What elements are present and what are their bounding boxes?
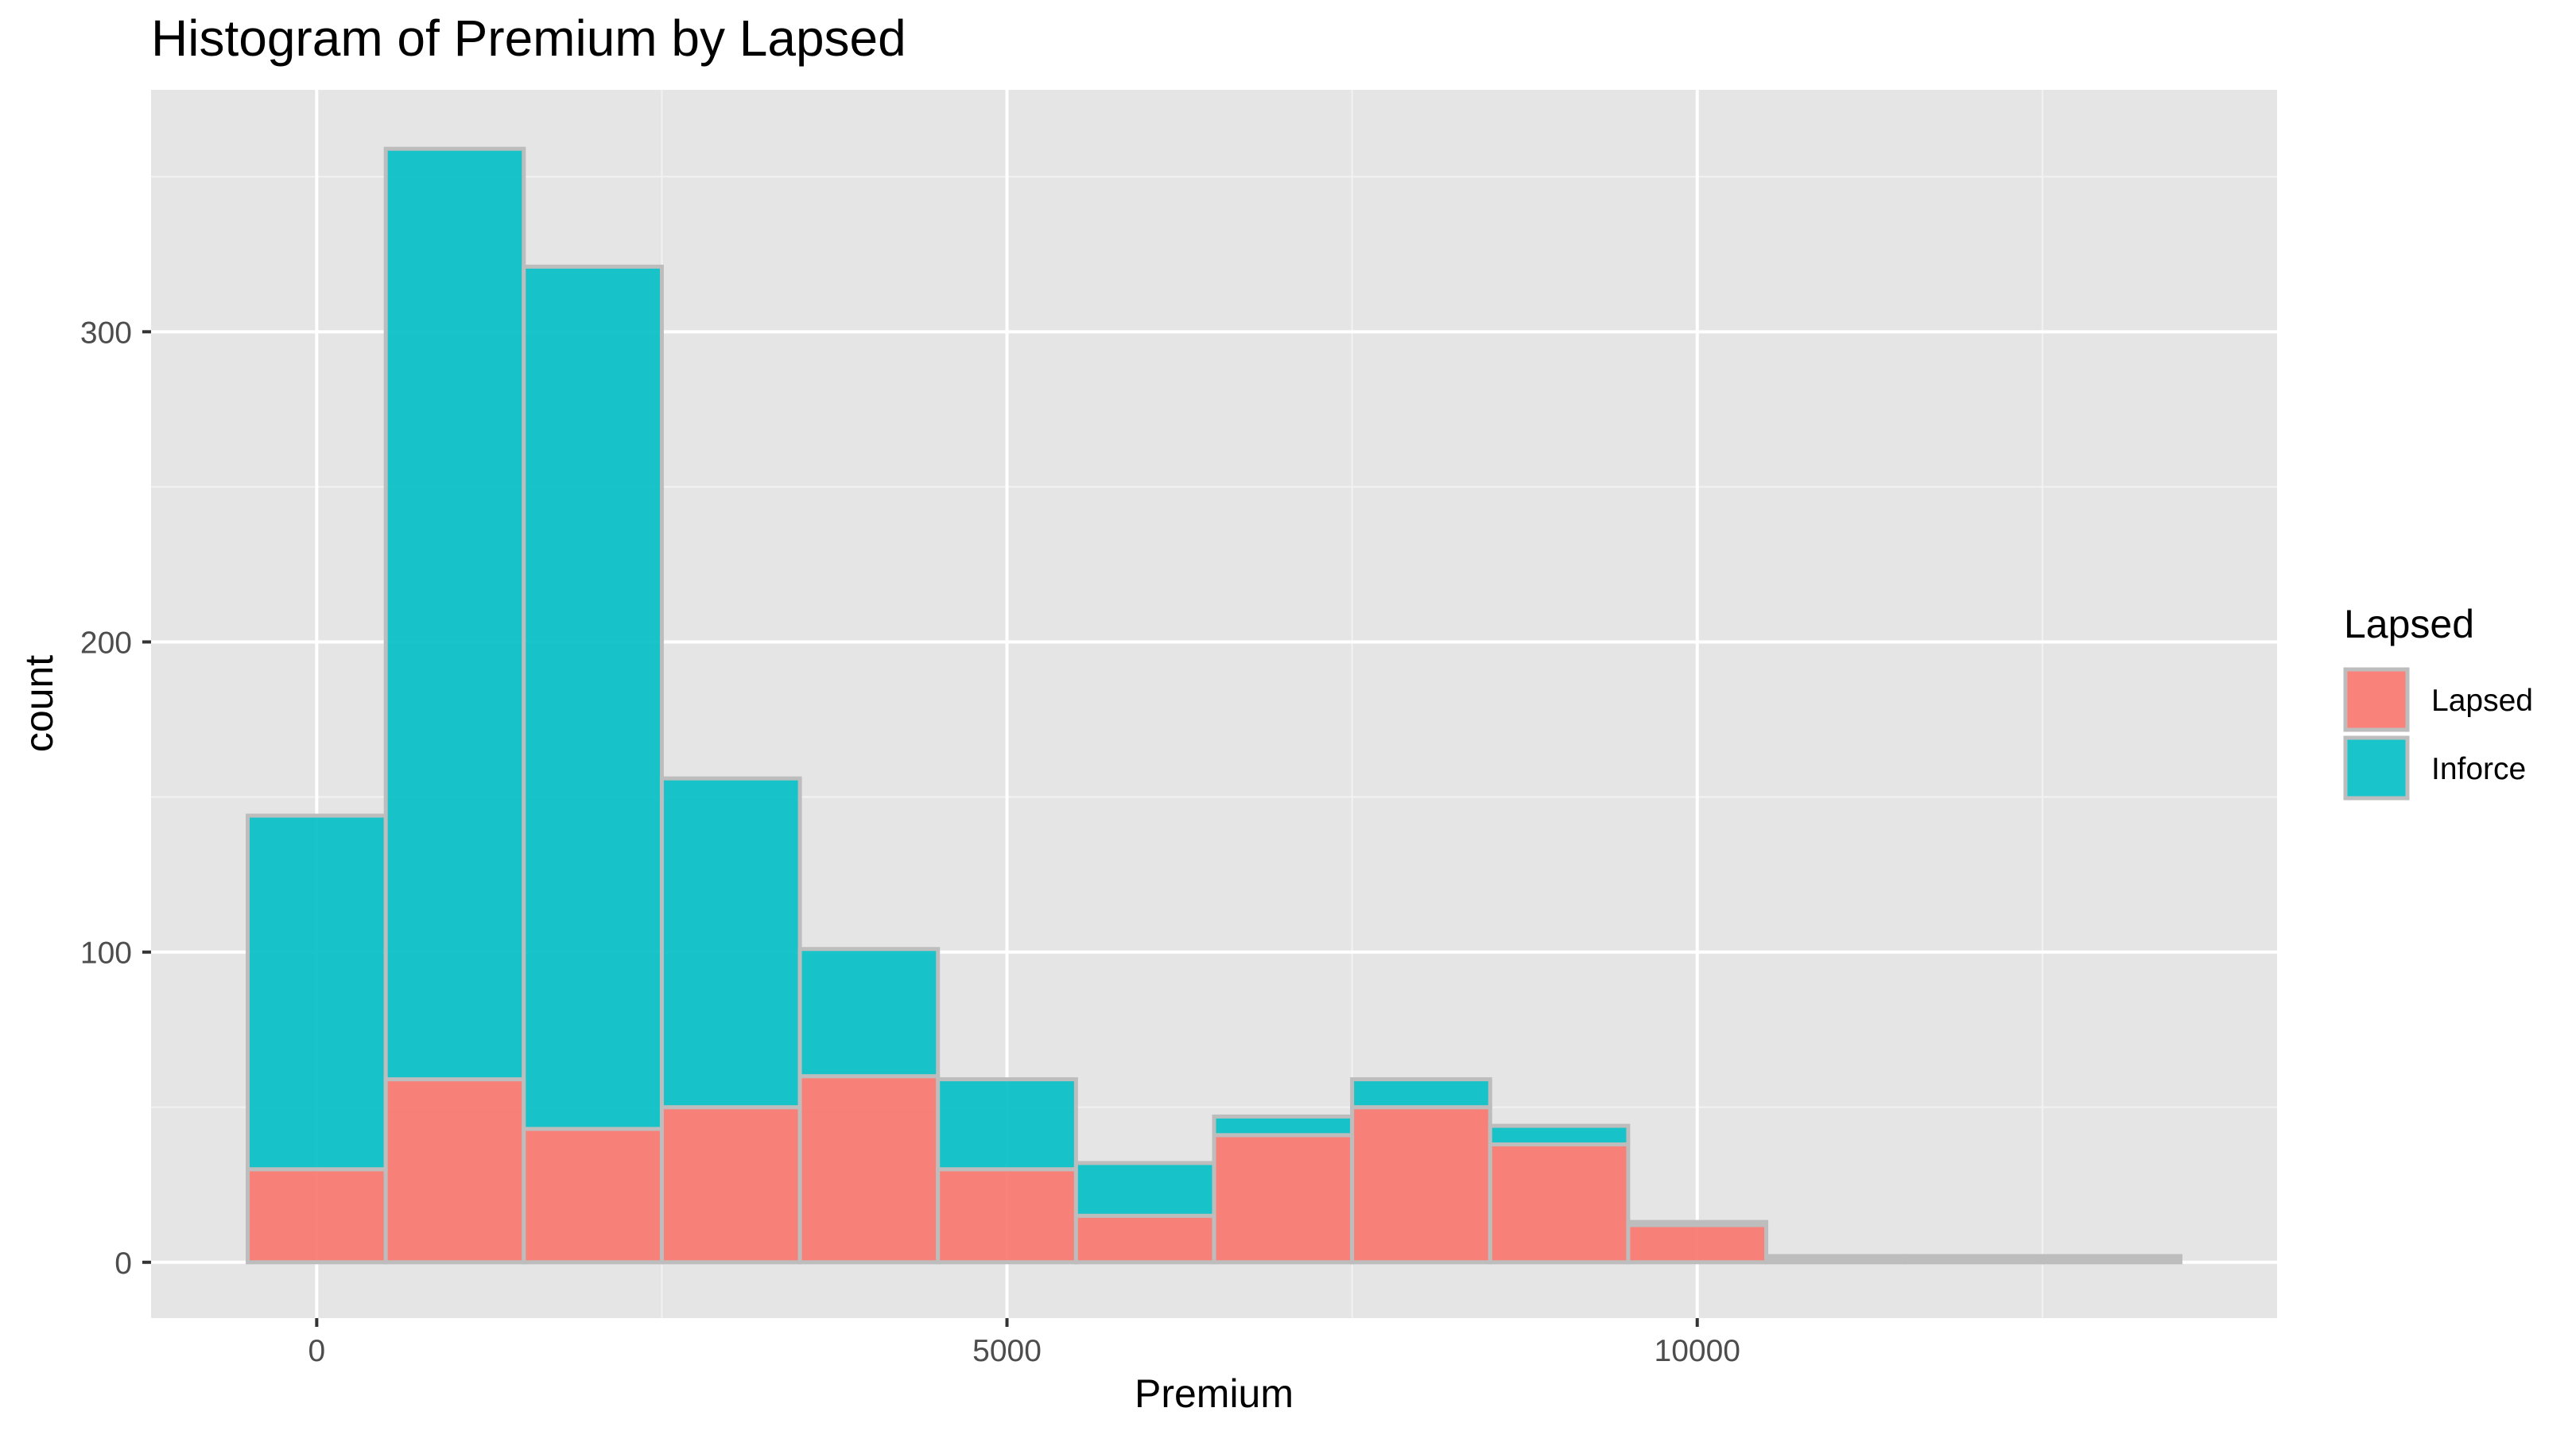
y-tick-label: 200 — [80, 626, 132, 660]
legend-title: Lapsed — [2344, 602, 2474, 646]
bar-lapsed-8000 — [1350, 1105, 1492, 1265]
bar-lapsed-7000 — [1212, 1133, 1355, 1265]
histogram-bars — [246, 146, 2182, 1265]
legend-key-inforce — [2343, 735, 2410, 801]
bar-inforce-7000 — [1212, 1114, 1355, 1138]
bar-inforce-13000 — [2040, 1254, 2182, 1262]
bar-lapsed-0 — [246, 1167, 388, 1265]
legend-key-lapsed — [2343, 667, 2410, 732]
bar-lapsed-5000 — [936, 1167, 1078, 1265]
bar-lapsed-1000 — [383, 1077, 526, 1265]
bar-inforce-3000 — [659, 776, 802, 1110]
chart-title: Histogram of Premium by Lapsed — [151, 10, 906, 67]
bar-lapsed-6000 — [1073, 1213, 1216, 1265]
bar-inforce-1000 — [383, 146, 526, 1082]
x-axis: 0 5000 10000 — [308, 1318, 1740, 1368]
bar-inforce-6000 — [1073, 1161, 1216, 1218]
legend: Lapsed Lapsed Inforce — [2343, 602, 2533, 801]
legend-label-inforce: Inforce — [2431, 752, 2526, 786]
bar-lapsed-2000 — [522, 1127, 664, 1265]
y-tick-label: 100 — [80, 937, 132, 971]
x-tick-label: 10000 — [1655, 1334, 1740, 1368]
y-axis: 0 100 200 300 — [80, 316, 151, 1281]
y-tick-label: 300 — [80, 316, 132, 350]
bar-inforce-0 — [246, 813, 388, 1172]
bar-lapsed-9000 — [1488, 1142, 1631, 1265]
bar-inforce-12000 — [1902, 1254, 2045, 1262]
x-tick-label: 0 — [308, 1334, 326, 1368]
bar-inforce-2000 — [522, 264, 664, 1131]
bar-inforce-5000 — [936, 1077, 1078, 1172]
y-tick-label: 0 — [114, 1247, 132, 1281]
bar-inforce-10000 — [1626, 1220, 1769, 1227]
bar-lapsed-10000 — [1626, 1223, 1769, 1265]
bar-lapsed-3000 — [659, 1105, 802, 1265]
bar-inforce-8000 — [1350, 1077, 1492, 1110]
y-axis-title: count — [17, 655, 61, 752]
legend-label-lapsed: Lapsed — [2431, 684, 2533, 718]
x-axis-title: Premium — [1135, 1371, 1294, 1416]
bar-inforce-4000 — [797, 947, 941, 1079]
bar-lapsed-4000 — [797, 1074, 941, 1265]
bar-inforce-11000 — [1764, 1254, 1907, 1262]
bar-inforce-9000 — [1488, 1123, 1631, 1147]
x-tick-label: 5000 — [972, 1334, 1042, 1368]
